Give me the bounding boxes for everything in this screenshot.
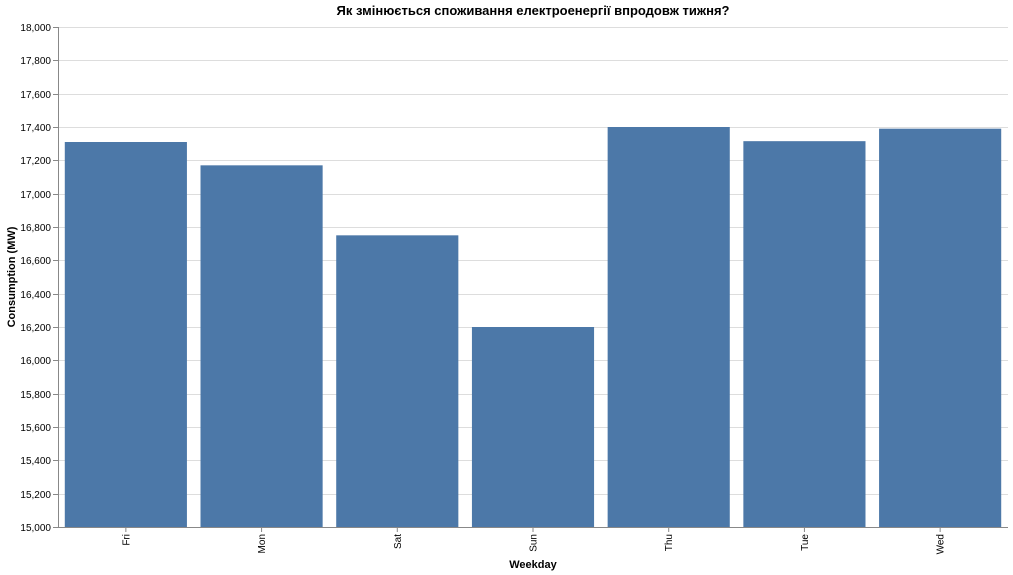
y-tick-label: 15,200 xyxy=(20,490,51,501)
y-tick-label: 16,000 xyxy=(20,356,51,367)
y-tick-label: 15,800 xyxy=(20,390,51,401)
y-tick-label: 16,400 xyxy=(20,290,51,301)
bars xyxy=(64,127,1002,528)
y-tick-label: 15,600 xyxy=(20,423,51,434)
chart-title: Як змінюється споживання електроенергії … xyxy=(337,3,730,18)
x-tick-label: Mon xyxy=(257,534,268,553)
y-tick-label: 17,400 xyxy=(20,123,51,134)
x-tick-label: Sat xyxy=(393,534,404,549)
y-tick-label: 17,600 xyxy=(20,90,51,101)
x-tick-label: Thu xyxy=(664,534,675,551)
bar-sat xyxy=(336,235,459,527)
x-ticks: Fri Mon Sat Sun Thu Tue Wed xyxy=(121,527,947,554)
y-tick-label: 15,000 xyxy=(20,523,51,534)
y-tick-label: 16,200 xyxy=(20,323,51,334)
y-axis-title: Consumption (MW) xyxy=(6,226,18,327)
x-tick-label: Sun xyxy=(529,534,540,552)
x-axis-title: Weekday xyxy=(509,559,557,571)
bar-tue xyxy=(743,141,866,528)
y-tick-label: 18,000 xyxy=(20,23,51,34)
y-tick-label: 17,800 xyxy=(20,56,51,67)
bar-fri xyxy=(64,142,187,527)
x-tick-label: Tue xyxy=(800,534,811,551)
y-tick-label: 16,800 xyxy=(20,223,51,234)
y-tick-label: 17,000 xyxy=(20,190,51,201)
y-tick-label: 17,200 xyxy=(20,156,51,167)
y-tick-label: 15,400 xyxy=(20,456,51,467)
y-ticks: 15,000 15,200 15,400 15,600 15,800 16,000 16,2… xyxy=(20,23,58,534)
bar-wed xyxy=(879,128,1002,528)
bar-thu xyxy=(607,127,730,527)
x-tick-label: Fri xyxy=(121,534,132,546)
y-tick-label: 16,600 xyxy=(20,256,51,267)
x-tick-label: Wed xyxy=(936,534,947,554)
bar-sun xyxy=(471,327,595,527)
bar-mon xyxy=(200,165,323,527)
